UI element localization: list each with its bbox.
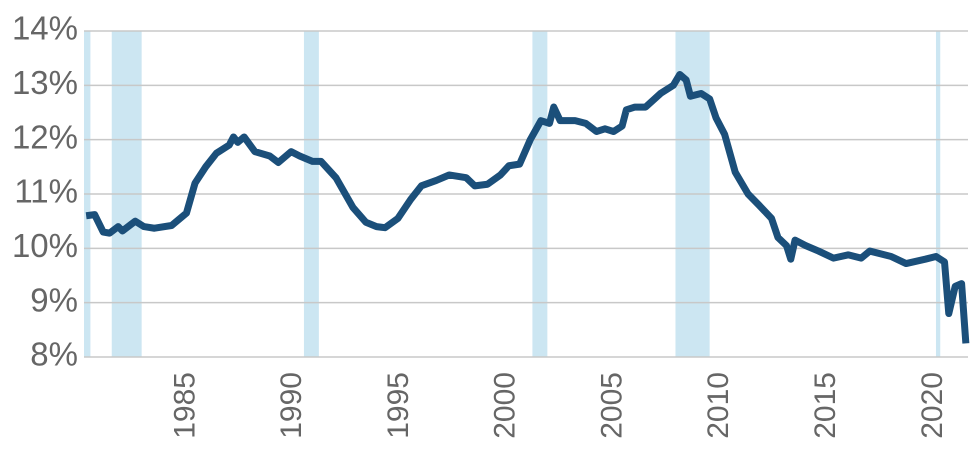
- y-tick-label: 12%: [12, 118, 78, 155]
- x-tick-label: 1995: [382, 372, 415, 439]
- x-tick-label: 2015: [809, 372, 842, 439]
- data-line: [85, 70, 970, 344]
- x-tick-label: 2020: [916, 372, 949, 439]
- y-tick-label: 13%: [12, 64, 78, 101]
- y-tick-label: 9%: [30, 281, 78, 318]
- y-tick-label: 11%: [14, 173, 78, 210]
- x-tick-label: 2005: [595, 372, 628, 439]
- y-tick-label: 8%: [30, 336, 78, 373]
- y-tick-label: 10%: [12, 227, 78, 264]
- x-tick-label: 1990: [275, 372, 308, 439]
- x-tick-label: 2010: [702, 372, 735, 439]
- x-tick-label: 1985: [168, 372, 201, 439]
- x-tick-label: 2000: [489, 372, 522, 439]
- y-tick-label: 14%: [12, 10, 78, 47]
